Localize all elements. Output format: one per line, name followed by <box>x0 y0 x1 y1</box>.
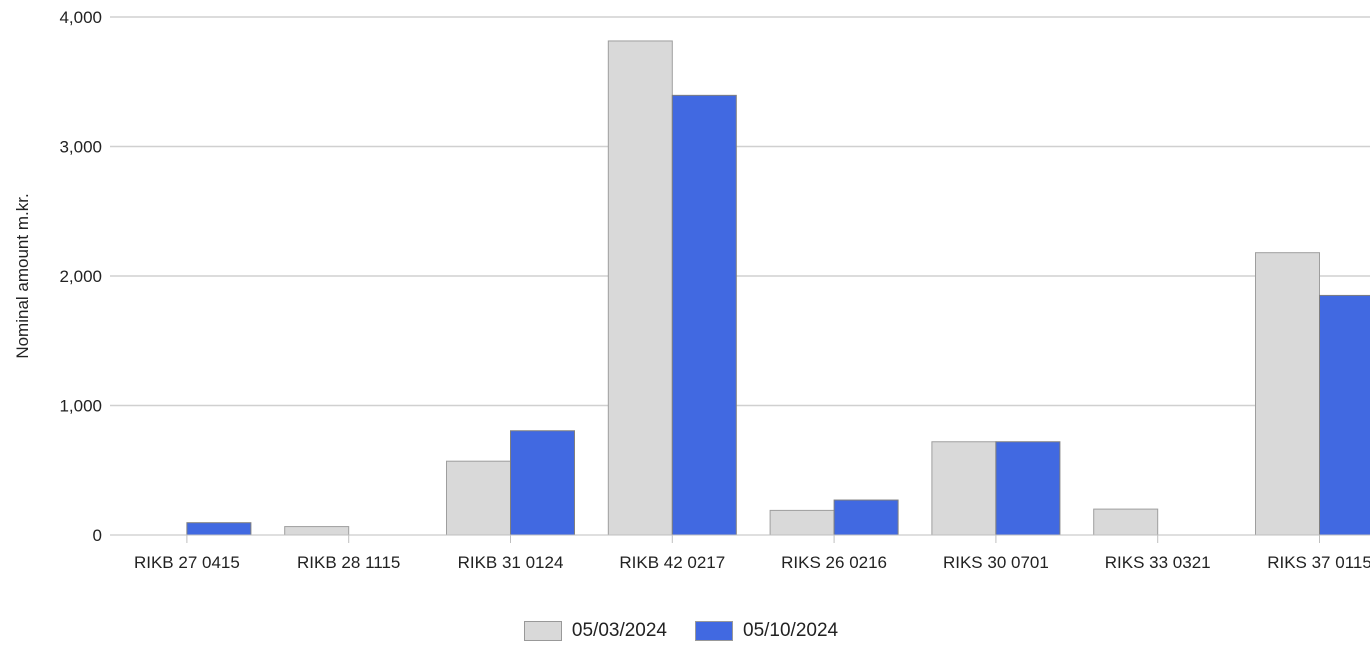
legend-label-series-2: 05/10/2024 <box>743 620 839 641</box>
bar-series-2[interactable] <box>1319 294 1370 536</box>
y-tick-label: 3,000 <box>59 138 102 157</box>
x-tick-label: RIKB 27 0415 <box>134 553 240 572</box>
bar-series-1[interactable] <box>1093 508 1159 536</box>
bar-series-1[interactable] <box>1255 252 1320 536</box>
bar-series-2[interactable] <box>671 94 737 536</box>
legend-item-series-2[interactable]: 05/10/2024 <box>695 620 838 642</box>
x-tick-label: RIKS 26 0216 <box>781 553 887 572</box>
bar-series-1[interactable] <box>769 509 835 536</box>
y-axis-title: Nominal amount m.kr. <box>13 193 32 358</box>
legend-label-series-1: 05/03/2024 <box>571 620 667 641</box>
y-tick-label: 2,000 <box>59 267 102 286</box>
bar-series-1[interactable] <box>931 441 997 536</box>
x-tick-label: RIKS 37 0115 <box>1267 553 1370 572</box>
y-tick-label: 4,000 <box>59 8 102 27</box>
legend-swatch-series-2 <box>695 621 733 641</box>
bar-series-2[interactable] <box>510 430 575 536</box>
bar-series-1[interactable] <box>284 526 350 536</box>
bar-series-2[interactable] <box>995 441 1061 536</box>
gridlines <box>110 16 1370 407</box>
x-tick-label: RIKB 42 0217 <box>619 553 725 572</box>
y-tick-label: 0 <box>93 526 102 545</box>
x-tick-label: RIKB 31 0124 <box>458 553 564 572</box>
y-tick-label: 1,000 <box>59 397 102 416</box>
bar-series-1[interactable] <box>446 460 511 536</box>
x-tick-label: RIKS 30 0701 <box>943 553 1049 572</box>
x-tick-label: RIKS 33 0321 <box>1105 553 1211 572</box>
x-tick-label: RIKB 28 1115 <box>297 553 400 572</box>
y-axis-ticks: 0 1,000 2,000 3,000 4,000 <box>59 8 102 545</box>
x-axis-ticks: RIKB 27 0415 RIKB 28 1115 RIKB 31 0124 RIKB… <box>134 535 1370 572</box>
legend: 05/03/2024 05/10/2024 <box>0 620 1370 642</box>
legend-item-series-1[interactable]: 05/03/2024 <box>523 620 667 642</box>
bar-series-2[interactable] <box>833 499 899 536</box>
bar-series-2[interactable] <box>186 522 252 536</box>
bars <box>186 40 1370 536</box>
legend-swatch-series-1 <box>523 621 562 641</box>
bar-series-1[interactable] <box>607 40 673 536</box>
